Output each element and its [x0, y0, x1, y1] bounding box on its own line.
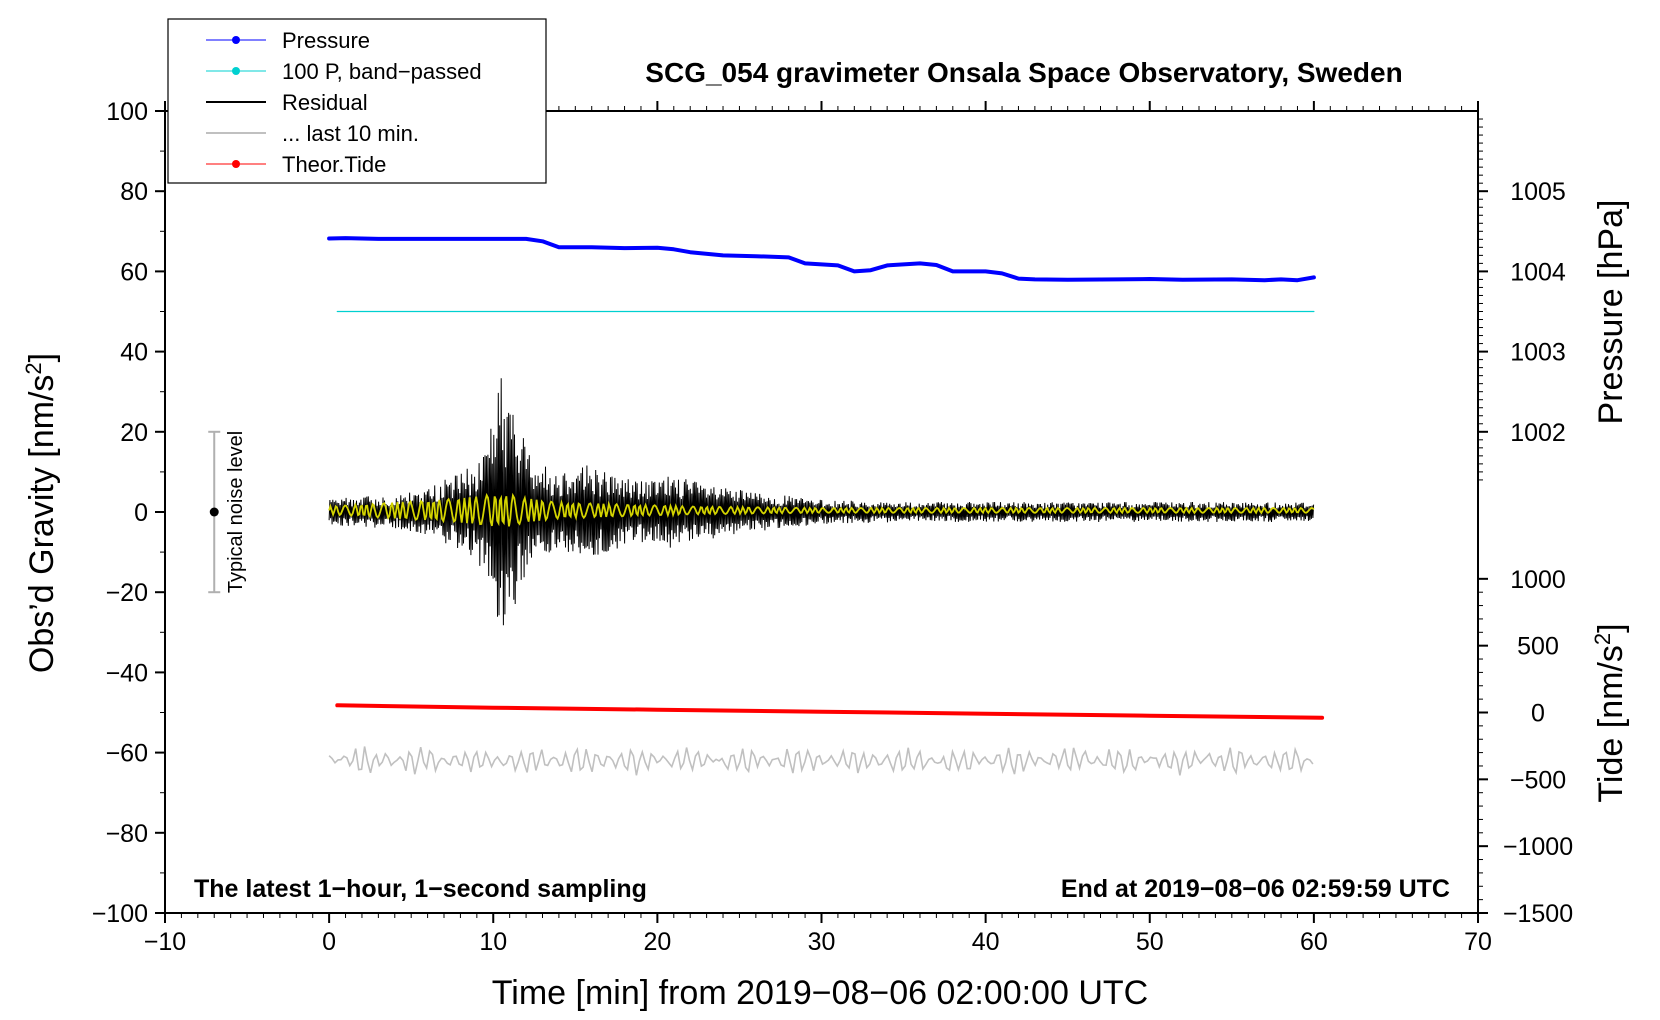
- x-tick-label: 0: [322, 928, 336, 956]
- legend-marker-pressure: [232, 36, 240, 44]
- series-theor-tide: [335, 703, 1325, 720]
- y-tick-label: 60: [120, 258, 148, 286]
- y-axis-title: Obs’d Gravity [nm/s2]: [21, 353, 61, 673]
- y-tick-label: −100: [92, 900, 148, 928]
- y-tick-label: 40: [120, 339, 148, 367]
- x-tick-label: 40: [972, 928, 1000, 956]
- noise-level-dot: [209, 507, 219, 517]
- legend-marker-bandpassed: [232, 67, 240, 75]
- end-time-annotation: End at 2019−08−06 02:59:59 UTC: [1061, 875, 1450, 903]
- y-tick-label: −20: [106, 579, 148, 607]
- tide-tick-label: 1000: [1510, 566, 1566, 594]
- x-tick-label: 50: [1136, 928, 1164, 956]
- legend-label-tide: Theor.Tide: [282, 152, 386, 177]
- tide-tick-label: −500: [1510, 766, 1566, 794]
- x-tick-label: −10: [144, 928, 186, 956]
- y-tick-label: 80: [120, 178, 148, 206]
- y-tick-label: 0: [134, 499, 148, 527]
- data-series: [327, 236, 1325, 776]
- tide-axis-title: Tide [nm/s2]: [1590, 623, 1630, 802]
- x-tick-label: 60: [1300, 928, 1328, 956]
- chart-title: SCG_054 gravimeter Onsala Space Observat…: [645, 57, 1402, 88]
- axis-ticks: −10 0 10 20 30 40 50 60 70100806040200−20−40−60−…: [92, 98, 1573, 956]
- y-tick-label: −80: [106, 820, 148, 848]
- series-last-10-min: [328, 746, 1314, 776]
- y-tick-label: 20: [120, 419, 148, 447]
- y-tick-label: −40: [106, 659, 148, 687]
- tide-tick-label: 0: [1531, 700, 1545, 728]
- x-tick-label: 30: [808, 928, 836, 956]
- pressure-tick-label: 1004: [1510, 258, 1566, 286]
- x-axis-title: Time [min] from 2019−08−06 02:00:00 UTC: [492, 974, 1148, 1012]
- legend-marker-tide: [232, 160, 240, 168]
- y-tick-label: −60: [106, 740, 148, 768]
- y-tick-label: 100: [106, 98, 148, 126]
- x-tick-label: 20: [643, 928, 671, 956]
- sampling-annotation: The latest 1−hour, 1−second sampling: [194, 875, 647, 903]
- legend-label-residual: Residual: [282, 90, 368, 115]
- pressure-tick-label: 1003: [1510, 339, 1566, 367]
- legend-label-pressure: Pressure: [282, 28, 370, 53]
- noise-level-indicator: Typical noise level: [208, 430, 247, 594]
- series-smoothed-residual: [328, 492, 1315, 527]
- legend-label-last10: ... last 10 min.: [282, 121, 419, 146]
- tide-tick-label: −1500: [1503, 900, 1573, 928]
- x-tick-label: 70: [1464, 928, 1492, 956]
- pressure-axis-title: Pressure [hPa]: [1592, 200, 1630, 425]
- pressure-tick-label: 1005: [1510, 178, 1566, 206]
- series-pressure: [327, 236, 1316, 283]
- x-tick-label: 10: [479, 928, 507, 956]
- tide-tick-label: 500: [1517, 633, 1559, 661]
- noise-level-label: Typical noise level: [225, 431, 247, 593]
- pressure-tick-label: 1002: [1510, 419, 1566, 447]
- tide-tick-label: −1000: [1503, 833, 1573, 861]
- legend: Pressure 100 P, band−passed Residual ...…: [167, 18, 547, 184]
- legend-label-bandpassed: 100 P, band−passed: [282, 59, 482, 84]
